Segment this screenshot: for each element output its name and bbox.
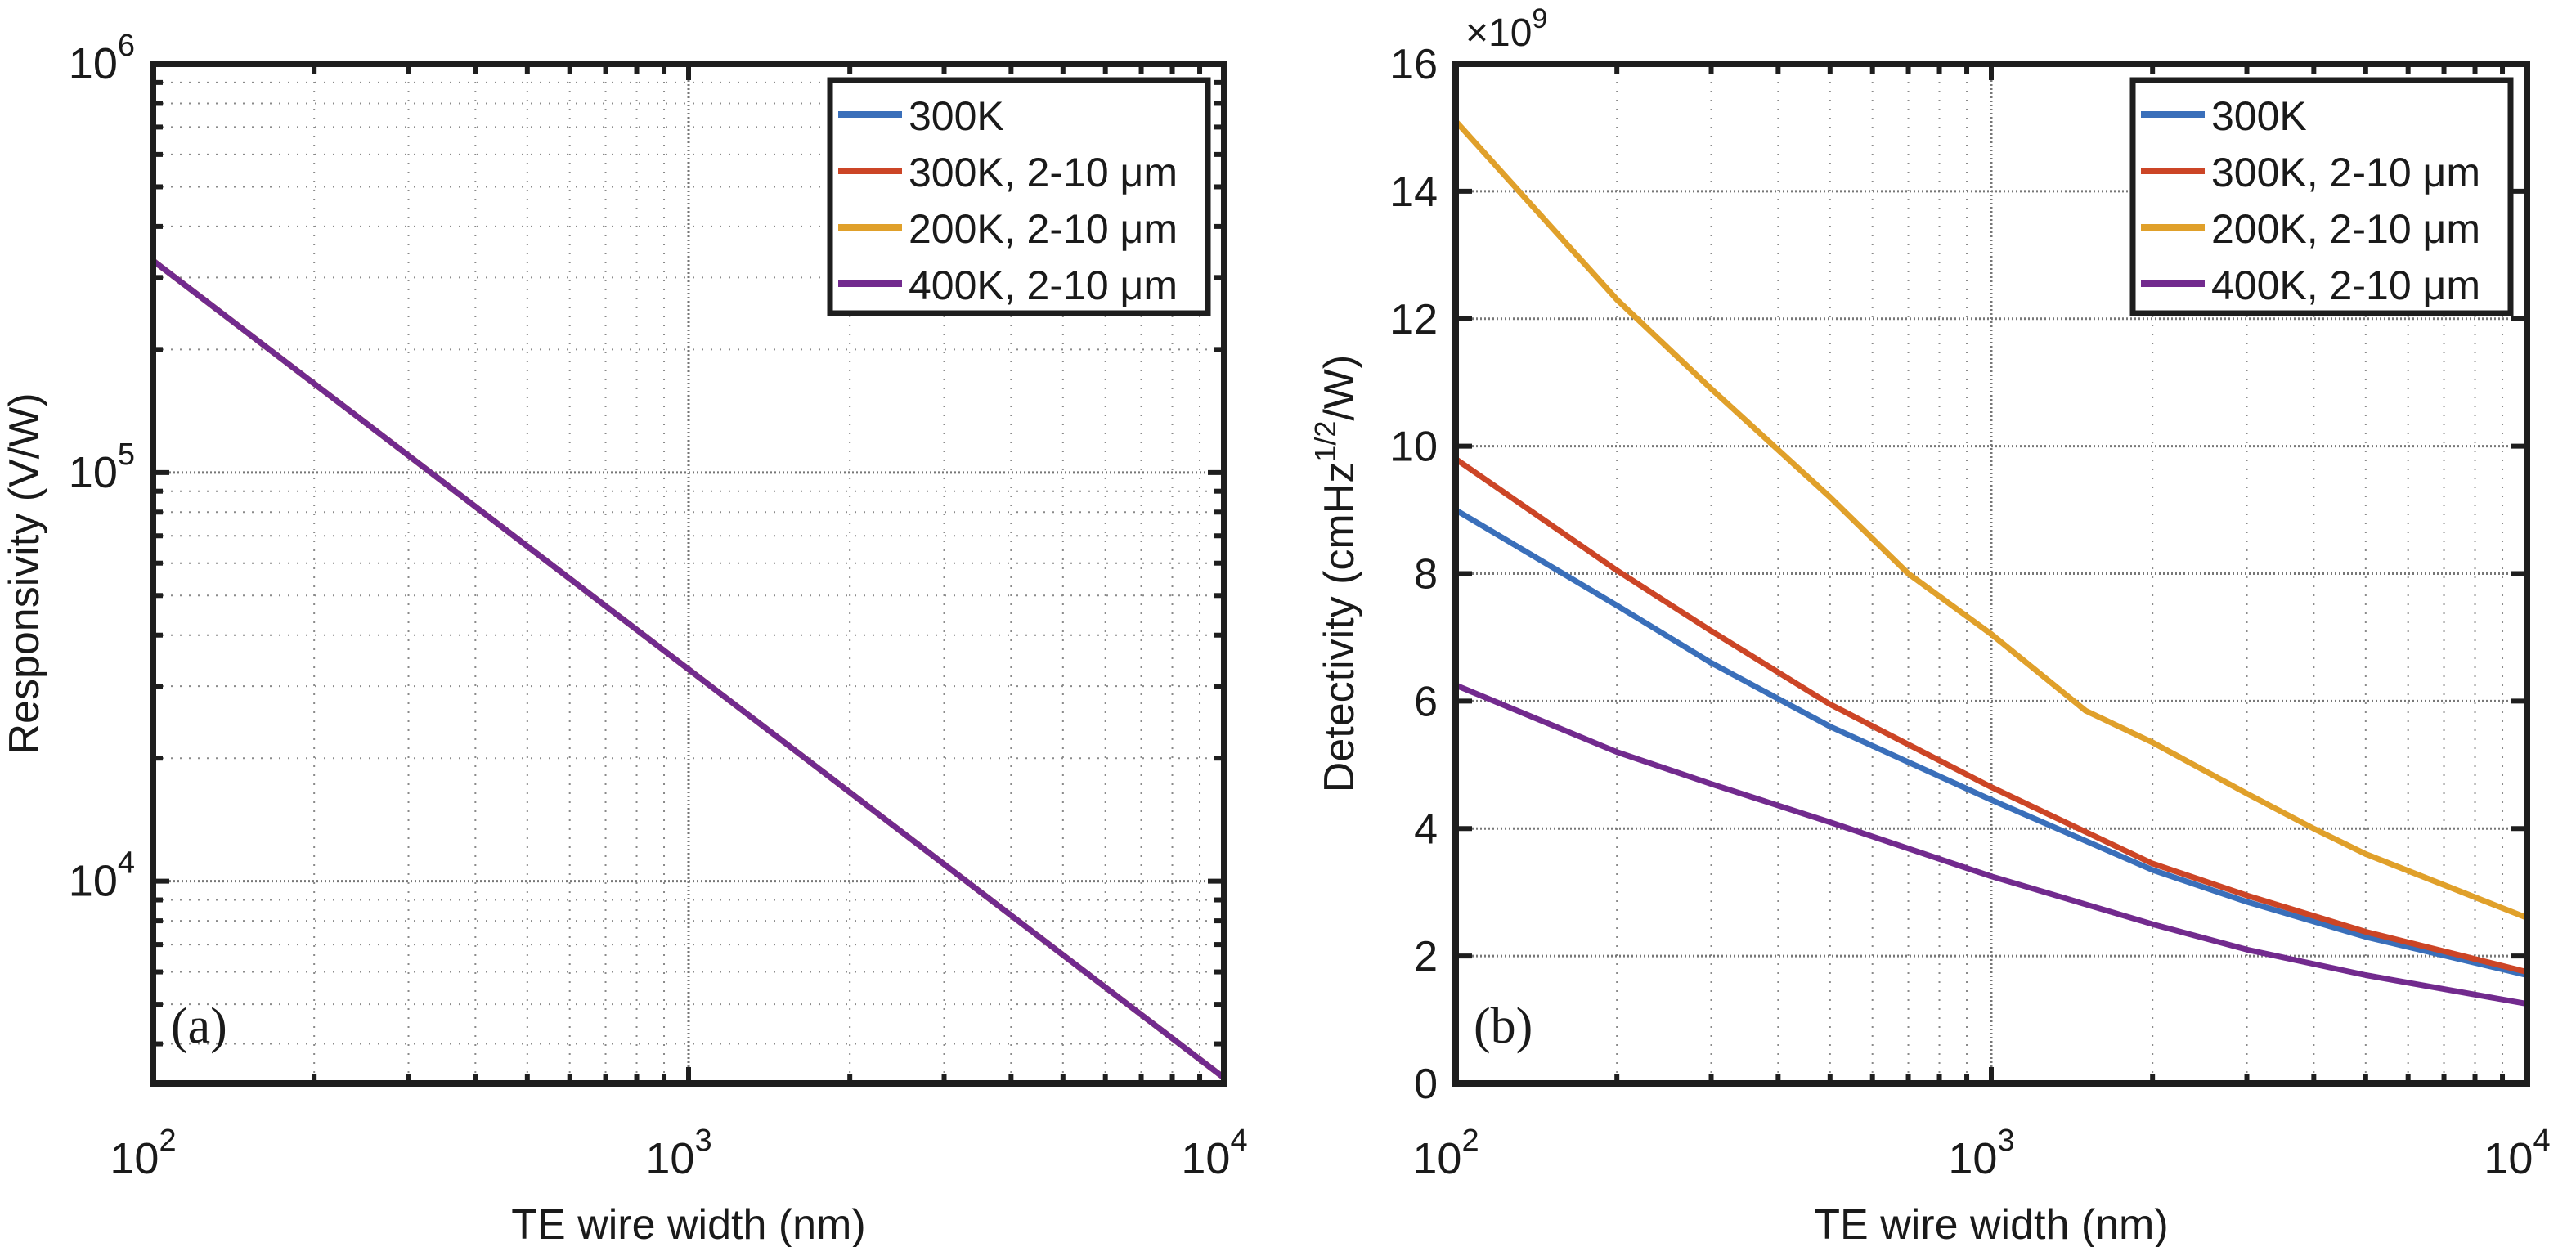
y-tick-label: 4 (1414, 805, 1438, 853)
y-tick-label: 104 (69, 846, 135, 906)
x-tick-labels: 102 103 104 (110, 1124, 1247, 1183)
y-tick-label: 106 (69, 29, 135, 88)
legend-entry: 300K (2211, 93, 2307, 139)
x-tick-label: 103 (645, 1124, 711, 1183)
tick-label-base: 10 (69, 448, 118, 497)
series-lines (1452, 118, 2530, 1007)
y-axis-multiplier: ×109 (1465, 3, 1547, 55)
y-tick-label: 8 (1414, 551, 1438, 599)
axis-ticks (150, 61, 1224, 1083)
tick-label-base: 10 (110, 1134, 159, 1183)
tick-label-exponent: 6 (118, 29, 135, 63)
legend-entry: 400K, 2-10 μm (909, 262, 1178, 308)
y-axis-label: Responsivity (V/W) (1, 392, 48, 754)
tick-label-exponent: 2 (159, 1124, 176, 1158)
legend: 300K 300K, 2-10 μm 200K, 2-10 μm 400K, 2-10… (827, 77, 1211, 316)
panel-label: (b) (1474, 998, 1533, 1054)
tick-label-exponent: 4 (118, 846, 135, 881)
x-tick-label: 102 (110, 1124, 176, 1183)
y-axis-label: Detectivity (cmHz1/2/W) (1308, 355, 1363, 792)
y-tick-label: 0 (1414, 1061, 1438, 1108)
series-line (150, 258, 1227, 1081)
tick-label-base: 10 (69, 39, 118, 88)
legend: 300K 300K, 2-10 μm 200K, 2-10 μm 400K, 2-10… (2129, 77, 2514, 316)
tick-label-exponent: 4 (1230, 1124, 1247, 1158)
x-tick-label: 104 (2484, 1124, 2550, 1183)
y-axis-label-superscript: 1/2 (1308, 421, 1342, 462)
series-line (1452, 455, 2530, 976)
legend-entry: 200K, 2-10 μm (909, 206, 1178, 252)
legend-entry: 300K (909, 93, 1004, 139)
multiplier-exponent: 9 (1532, 3, 1547, 34)
x-axis-label: TE wire width (nm) (1814, 1201, 2168, 1247)
tick-label-base: 10 (1412, 1134, 1461, 1183)
series-line (1452, 507, 2530, 978)
series-line (1452, 118, 2530, 921)
tick-label-base: 10 (69, 857, 118, 906)
tick-label-base: 10 (645, 1134, 694, 1183)
major-grid (153, 64, 1224, 1083)
tick-label-exponent: 5 (118, 437, 135, 472)
y-tick-label: 16 (1390, 41, 1438, 88)
y-axis-label-tail: /W) (1316, 355, 1363, 421)
tick-label-base: 10 (1181, 1134, 1230, 1183)
series-lines (150, 258, 1227, 1081)
legend-box (827, 77, 1211, 316)
y-tick-label: 14 (1390, 168, 1438, 216)
y-tick-label: 10 (1390, 424, 1438, 471)
tick-label-exponent: 3 (694, 1124, 711, 1158)
y-tick-label: 2 (1414, 933, 1438, 980)
legend-entry: 400K, 2-10 μm (2211, 262, 2480, 308)
legend-box (2129, 77, 2514, 316)
panel-label: (a) (171, 998, 227, 1054)
major-grid (1456, 64, 2527, 1083)
tick-label-exponent: 2 (1461, 1124, 1479, 1158)
y-axis-label-main: Detectivity (cmHz (1316, 462, 1363, 792)
x-tick-labels: 102 103 104 (1412, 1124, 2550, 1183)
x-tick-label: 103 (1948, 1124, 2014, 1183)
tick-label-base: 10 (1948, 1134, 1997, 1183)
tick-label-exponent: 4 (2533, 1124, 2550, 1158)
y-tick-label: 6 (1414, 678, 1438, 725)
x-tick-label: 102 (1412, 1124, 1479, 1183)
y-tick-label: 12 (1390, 296, 1438, 343)
y-tick-labels: 0 2 4 6 8 10 12 14 16 (1390, 41, 1438, 1108)
x-axis-label: TE wire width (nm) (511, 1201, 865, 1247)
tick-label-base: 10 (2484, 1134, 2533, 1183)
tick-label-exponent: 3 (1997, 1124, 2014, 1158)
x-tick-label: 104 (1181, 1124, 1247, 1183)
legend-entry: 200K, 2-10 μm (2211, 206, 2480, 252)
legend-entry: 300K, 2-10 μm (909, 150, 1178, 195)
multiplier-base: ×10 (1465, 11, 1532, 55)
y-tick-label: 105 (69, 437, 135, 497)
series-line (1452, 682, 2530, 1007)
legend-entry: 300K, 2-10 μm (2211, 150, 2480, 195)
axis-ticks (1453, 61, 2527, 1086)
